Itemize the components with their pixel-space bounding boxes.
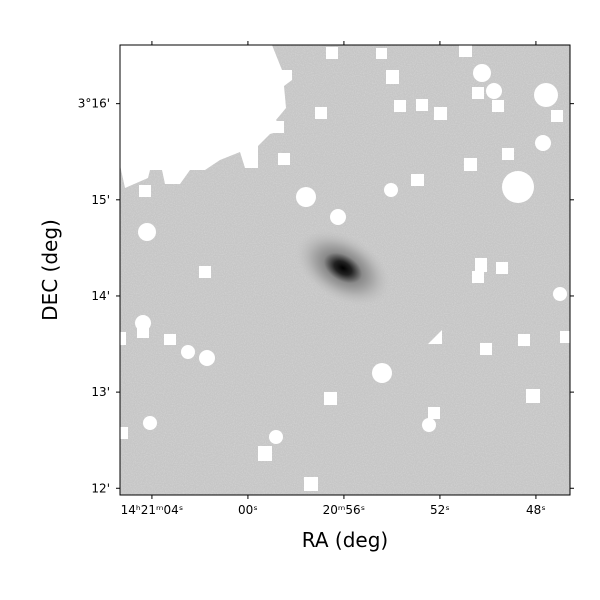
x-tick-label: 48ˢ [526, 503, 546, 517]
y-axis-label: DEC (deg) [38, 219, 62, 321]
x-tick-label: 14ʰ21ᵐ04ˢ [121, 503, 184, 517]
y-tick-label: 13' [91, 385, 110, 399]
image [120, 45, 570, 495]
y-tick-label: 15' [91, 193, 110, 207]
x-axis-label: RA (deg) [302, 528, 388, 552]
x-tick-label: 00ˢ [238, 503, 258, 517]
frame [119, 44, 571, 496]
y-tick-label: 14' [91, 289, 110, 303]
x-tick-label: 20ᵐ56ˢ [323, 503, 366, 517]
y-tick-label: 3°16' [78, 97, 110, 111]
y-tick-label: 12' [91, 481, 110, 495]
x-tick-label: 52ˢ [430, 503, 450, 517]
